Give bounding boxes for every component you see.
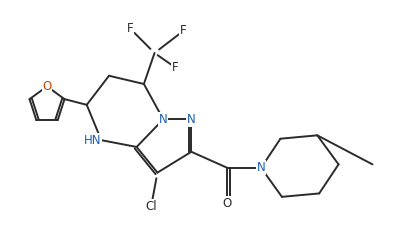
Text: O: O: [42, 80, 52, 93]
Text: N: N: [187, 113, 196, 126]
Text: F: F: [180, 24, 187, 37]
Text: F: F: [127, 22, 134, 35]
Text: O: O: [223, 197, 232, 210]
Text: Cl: Cl: [145, 200, 157, 213]
Text: N: N: [159, 113, 168, 126]
Text: HN: HN: [84, 134, 101, 147]
Text: F: F: [172, 61, 179, 74]
Text: N: N: [257, 161, 265, 174]
